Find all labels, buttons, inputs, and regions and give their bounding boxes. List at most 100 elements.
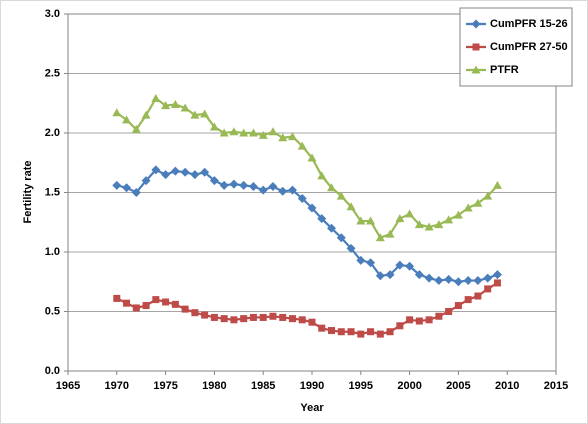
- marker: [220, 315, 228, 323]
- marker: [200, 167, 210, 177]
- y-axis-label: Fertility rate: [22, 161, 34, 224]
- marker: [307, 203, 317, 213]
- marker: [190, 110, 200, 119]
- marker: [463, 276, 473, 286]
- x-tick-label: 1995: [349, 380, 373, 392]
- marker: [258, 185, 268, 195]
- marker: [141, 176, 151, 186]
- marker: [424, 222, 434, 231]
- marker: [229, 127, 239, 136]
- marker: [375, 233, 385, 242]
- marker: [395, 214, 405, 223]
- x-tick-label: 2005: [446, 380, 470, 392]
- y-tick-label: 3.0: [45, 8, 60, 20]
- marker: [131, 124, 141, 133]
- marker: [132, 304, 140, 312]
- line: [116, 282, 499, 336]
- marker: [268, 127, 278, 136]
- y-tick-label: 0.5: [45, 305, 60, 317]
- marker: [278, 133, 288, 142]
- marker: [269, 312, 277, 320]
- x-axis-label: Year: [300, 402, 324, 414]
- marker: [161, 101, 171, 110]
- marker: [123, 299, 131, 307]
- marker: [200, 109, 210, 118]
- legend-label: CumPFR 15-26: [490, 18, 568, 30]
- marker: [151, 93, 161, 102]
- marker: [385, 270, 395, 280]
- marker: [230, 316, 238, 324]
- marker: [356, 255, 366, 265]
- marker: [142, 302, 150, 310]
- marker: [454, 302, 462, 310]
- marker: [425, 316, 433, 324]
- legend-marker: [471, 19, 481, 29]
- marker: [336, 191, 346, 200]
- marker: [170, 166, 180, 176]
- marker: [279, 313, 287, 321]
- marker: [434, 220, 444, 229]
- marker: [493, 279, 501, 287]
- x-tick-label: 1970: [105, 380, 129, 392]
- marker: [141, 110, 151, 119]
- marker: [386, 328, 394, 336]
- marker: [219, 180, 229, 190]
- marker: [297, 141, 307, 150]
- marker: [170, 99, 180, 108]
- marker: [298, 316, 306, 324]
- marker: [483, 273, 493, 283]
- marker: [445, 308, 453, 315]
- marker: [113, 294, 121, 302]
- marker: [336, 233, 346, 243]
- x-tick-label: 1975: [153, 380, 177, 392]
- marker: [258, 130, 268, 139]
- marker: [151, 165, 161, 175]
- y-tick-label: 0.0: [45, 365, 60, 377]
- marker: [219, 128, 229, 137]
- marker: [248, 128, 258, 137]
- x-tick-label: 2010: [495, 380, 519, 392]
- marker: [484, 285, 492, 293]
- marker: [317, 171, 327, 180]
- marker: [492, 180, 502, 189]
- legend-marker: [472, 43, 480, 51]
- marker: [180, 167, 190, 177]
- legend-label: PTFR: [490, 64, 519, 76]
- y-tick-label: 1.0: [45, 246, 60, 258]
- marker: [191, 309, 199, 317]
- marker: [317, 214, 327, 224]
- marker: [492, 270, 502, 280]
- marker: [434, 276, 444, 286]
- marker: [453, 277, 463, 287]
- marker: [229, 179, 239, 189]
- marker: [435, 312, 443, 320]
- marker: [239, 128, 249, 137]
- marker: [366, 258, 376, 268]
- marker: [346, 202, 356, 211]
- marker: [424, 273, 434, 283]
- marker: [473, 198, 483, 207]
- marker: [414, 220, 424, 229]
- marker: [248, 182, 258, 192]
- marker: [464, 296, 472, 304]
- marker: [395, 260, 405, 270]
- marker: [337, 328, 345, 336]
- marker: [239, 180, 249, 190]
- marker: [356, 216, 366, 225]
- marker: [347, 328, 355, 336]
- marker: [287, 185, 297, 195]
- marker: [327, 223, 337, 233]
- marker: [181, 305, 189, 313]
- marker: [209, 122, 219, 131]
- plot-frame: [67, 13, 557, 372]
- marker: [366, 216, 376, 225]
- x-tick-label: 1980: [202, 380, 226, 392]
- marker: [396, 322, 404, 330]
- marker: [406, 316, 414, 324]
- line: [116, 168, 498, 283]
- marker: [375, 271, 385, 281]
- marker: [474, 292, 482, 300]
- marker: [415, 317, 423, 325]
- marker: [307, 153, 317, 162]
- x-tick-label: 1990: [300, 380, 324, 392]
